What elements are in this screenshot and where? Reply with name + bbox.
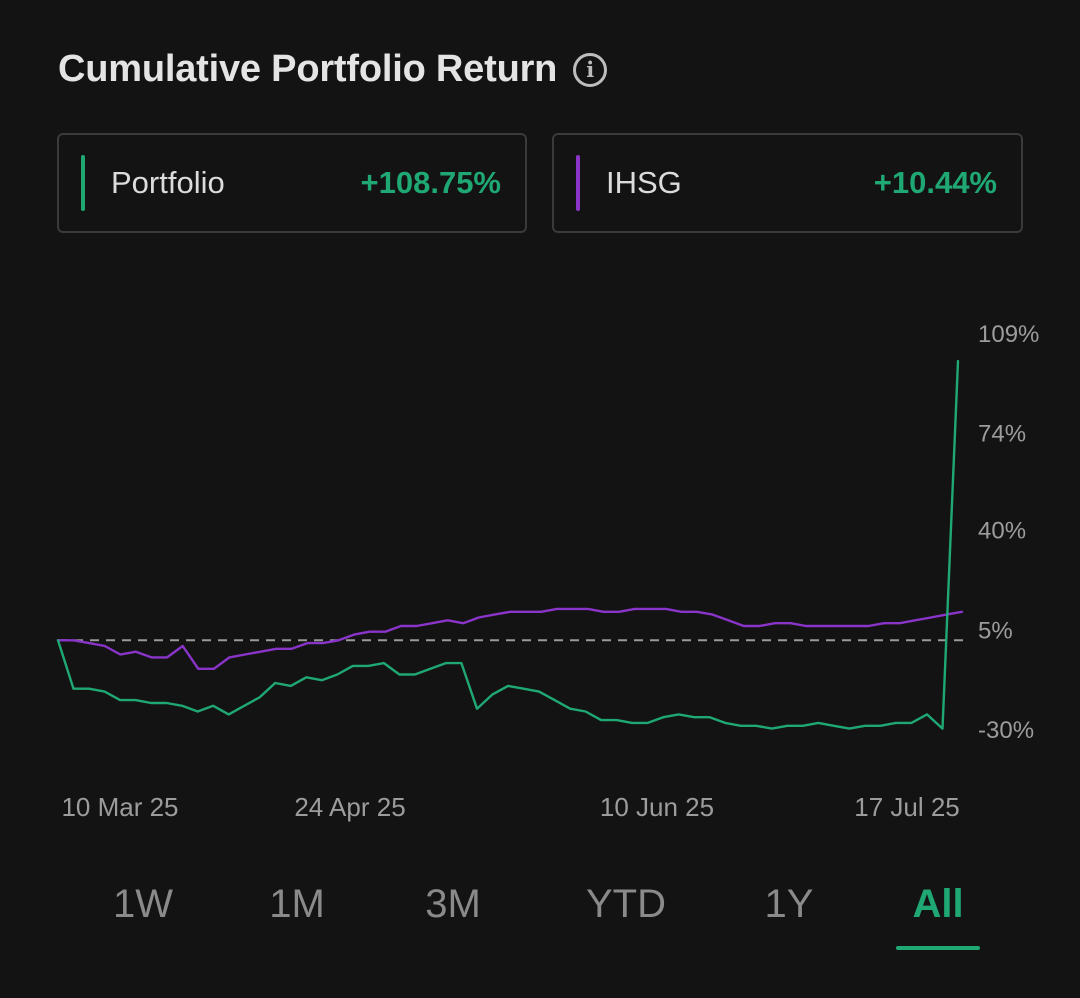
page-title: Cumulative Portfolio Return <box>58 48 558 90</box>
x-tick-label: 10 Jun 25 <box>600 792 714 822</box>
active-tab-underline <box>896 946 980 950</box>
legend-card-ihsg[interactable]: IHSG +10.44% <box>552 133 1023 233</box>
tab-1y[interactable]: 1Y <box>764 882 814 926</box>
ihsg-color-bar <box>576 155 580 211</box>
info-icon[interactable]: i <box>573 52 608 87</box>
tab-1w[interactable]: 1W <box>113 882 173 926</box>
portfolio-line <box>56 359 960 730</box>
tab-3m[interactable]: 3M <box>425 882 481 926</box>
x-tick-label: 10 Mar 25 <box>61 792 178 822</box>
y-tick-label: 5% <box>978 617 1013 644</box>
tab-ytd[interactable]: YTD <box>586 882 666 926</box>
legend-label-ihsg: IHSG <box>606 165 682 200</box>
y-tick-label: 109% <box>978 321 1039 348</box>
legend-card-portfolio[interactable]: Portfolio +108.75% <box>57 133 527 233</box>
x-tick-label: 17 Jul 25 <box>854 792 960 822</box>
chart-header: Cumulative Portfolio Return i <box>58 48 608 91</box>
time-range-tabs: 1W 1M 3M YTD 1Y All <box>0 870 1080 960</box>
y-tick-label: 74% <box>978 421 1026 448</box>
legend-label-portfolio: Portfolio <box>111 165 225 200</box>
legend-value-ihsg: +10.44% <box>873 165 997 200</box>
tab-1m[interactable]: 1M <box>269 882 325 926</box>
y-tick-label: -30% <box>978 717 1034 744</box>
portfolio-color-bar <box>81 155 85 211</box>
y-tick-label: 40% <box>978 518 1026 545</box>
ihsg-line <box>56 607 964 670</box>
tab-all[interactable]: All <box>912 882 964 926</box>
x-tick-label: 24 Apr 25 <box>294 792 405 822</box>
legend-value-portfolio: +108.75% <box>360 165 501 200</box>
